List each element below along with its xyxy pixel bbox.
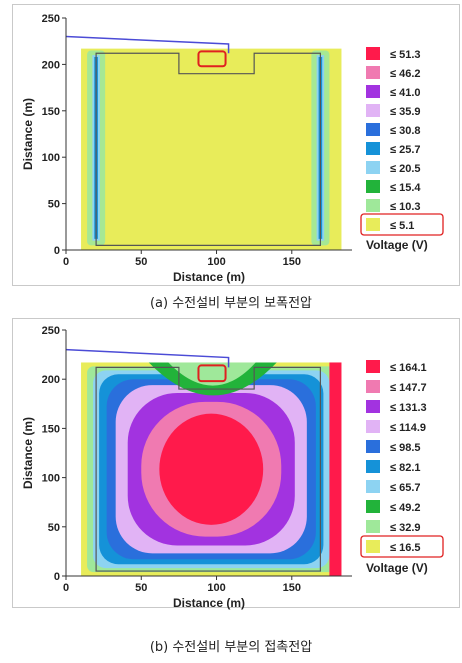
legend-swatch	[366, 360, 380, 373]
x-tick-label: 0	[63, 582, 69, 594]
legend-label: ≤ 16.5	[390, 542, 421, 554]
axes: 0 50 100 150 200 250 0 50 100 150 Distance (m) Dist…	[21, 325, 352, 610]
mesh-outline	[95, 52, 321, 246]
y-tick-label: 100	[42, 152, 60, 164]
x-tick-label: 50	[135, 256, 147, 268]
y-tick-label: 0	[54, 245, 60, 257]
field-layer	[159, 413, 264, 525]
x-tick-label: 100	[207, 256, 225, 268]
x-tick-label: 150	[283, 582, 301, 594]
touch-voltage-chart: 0 50 100 150 200 250 0 50 100 150 Distance (m) Dist…	[21, 325, 444, 610]
legend-swatch	[366, 142, 380, 155]
y-tick-label: 0	[54, 571, 60, 583]
legend-swatch	[366, 161, 380, 174]
y-tick-label: 50	[48, 522, 60, 534]
legend-swatch	[366, 199, 380, 212]
y-tick-label: 50	[48, 199, 60, 211]
mesh-outline	[95, 366, 321, 572]
feeder-line	[65, 348, 230, 368]
x-tick-label: 150	[283, 256, 301, 268]
y-tick-label: 150	[42, 423, 60, 435]
legend-label: ≤ 41.0	[390, 87, 421, 99]
legend-label: ≤ 49.2	[390, 502, 421, 514]
legend-title: Voltage (V)	[366, 238, 428, 252]
x-tick-label: 100	[207, 582, 225, 594]
field-plot	[81, 362, 342, 576]
legend-swatch	[366, 460, 380, 473]
y-axis-title: Distance (m)	[21, 417, 35, 489]
legend-label: ≤ 147.7	[390, 382, 427, 394]
y-axis-title: Distance (m)	[21, 98, 35, 170]
field-layer	[81, 48, 342, 251]
legend-swatch	[366, 85, 380, 98]
legend-label: ≤ 35.9	[390, 106, 421, 118]
caption-a: (a) 수전설비 부분의 보폭전압	[149, 296, 313, 311]
field-layer	[168, 362, 256, 386]
legend-label: ≤ 114.9	[390, 422, 426, 434]
x-tick-label: 0	[63, 256, 69, 268]
legend-swatch	[366, 400, 380, 413]
substation-highlight	[197, 364, 227, 383]
field-plot	[81, 48, 342, 251]
feeder-line	[65, 35, 230, 54]
legend-swatch	[366, 380, 380, 393]
caption-b: (b) 수전설비 부분의 접촉전압	[149, 640, 313, 655]
legend-label: ≤ 5.1	[390, 220, 414, 232]
y-tick-label: 100	[42, 473, 60, 485]
legend-highlight	[360, 535, 444, 558]
axes: 0 50 100 150 200 250 0 50 100 150 Distance (m) Dist…	[21, 13, 352, 284]
legend-swatch	[366, 66, 380, 79]
x-tick-label: 50	[135, 582, 147, 594]
legend-title: Voltage (V)	[366, 561, 428, 575]
chart-panel-a: 0 50 100 150 200 250 0 50 100 150 Distance (m) Dist…	[4, 4, 460, 286]
y-tick-label: 200	[42, 374, 60, 386]
y-tick-label: 250	[42, 13, 60, 25]
legend-swatch	[366, 104, 380, 117]
legend-swatch	[366, 480, 380, 493]
legend-swatch	[366, 500, 380, 513]
step-voltage-chart: 0 50 100 150 200 250 0 50 100 150 Distance (m) Dist…	[21, 13, 444, 284]
legend-label: ≤ 10.3	[390, 201, 421, 213]
y-tick-label: 250	[42, 325, 60, 337]
legend-label: ≤ 131.3	[390, 402, 427, 414]
legend-swatch	[366, 540, 380, 553]
legend-swatch	[366, 440, 380, 453]
legend-label: ≤ 51.3	[390, 49, 421, 61]
field-layer	[329, 362, 342, 576]
y-tick-label: 150	[42, 106, 60, 118]
legend-label: ≤ 30.8	[390, 125, 421, 137]
legend-label: ≤ 46.2	[390, 68, 421, 80]
legend-label: ≤ 65.7	[390, 482, 421, 494]
legend: ≤ 164.1 ≤ 147.7 ≤ 131.3 ≤ 114.9 ≤ 98.5 ≤ 82.1…	[360, 360, 444, 575]
chart-panel-b: 0 50 100 150 200 250 0 50 100 150 Distance (m) Dist…	[4, 318, 460, 610]
legend-label: ≤ 164.1	[390, 362, 427, 374]
legend-swatch	[366, 47, 380, 60]
legend-label: ≤ 20.5	[390, 163, 421, 175]
legend-swatch	[366, 520, 380, 533]
legend-highlight	[360, 213, 444, 236]
legend-swatch	[366, 218, 380, 231]
grounding-mesh	[65, 348, 321, 572]
legend-swatch	[366, 180, 380, 193]
legend-label: ≤ 25.7	[390, 144, 421, 156]
substation-highlight	[197, 50, 227, 68]
y-tick-label: 200	[42, 59, 60, 71]
x-axis-title: Distance (m)	[173, 270, 245, 284]
legend: ≤ 51.3 ≤ 46.2 ≤ 41.0 ≤ 35.9 ≤ 30.8 ≤ 25.7 ≤ 20…	[360, 47, 444, 252]
x-axis-title: Distance (m)	[173, 596, 245, 610]
legend-swatch	[366, 420, 380, 433]
grounding-mesh	[65, 35, 321, 246]
legend-label: ≤ 32.9	[390, 522, 421, 534]
legend-swatch	[366, 123, 380, 136]
legend-label: ≤ 82.1	[390, 462, 421, 474]
legend-label: ≤ 98.5	[390, 442, 421, 454]
legend-label: ≤ 15.4	[390, 182, 421, 194]
